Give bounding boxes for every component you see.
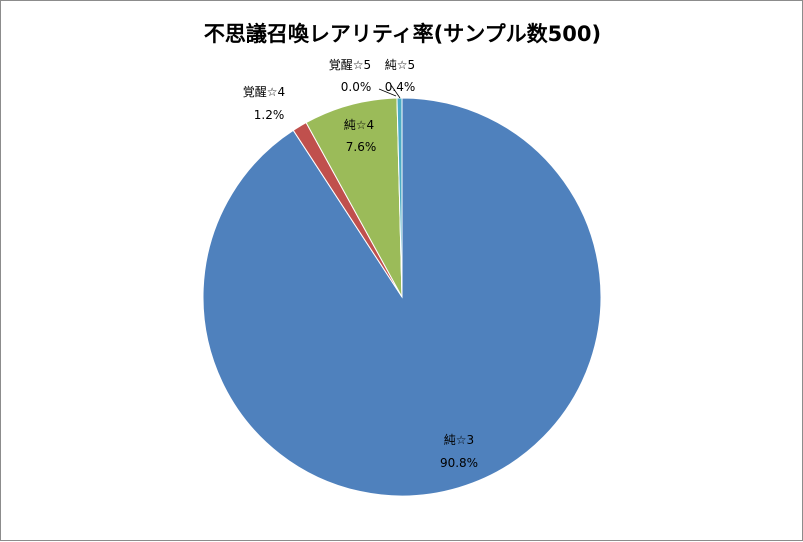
slice-category-label: 覚醒☆5	[329, 58, 371, 72]
slice-category-label: 覚醒☆4	[243, 85, 285, 99]
pie-slice	[396, 97, 403, 298]
pie-slice	[202, 97, 602, 497]
chart-title: 不思議召喚レアリティ率(サンプル数500)	[203, 22, 602, 46]
pie-slice	[305, 97, 403, 298]
slice-category-label: 純☆3	[444, 433, 474, 447]
slice-category-label: 純☆5	[385, 58, 415, 72]
slice-percent-label: 0.0%	[341, 80, 372, 94]
leader-line	[390, 84, 401, 99]
slice-percent-label: 1.2%	[254, 108, 285, 122]
slice-percent-label: 90.8%	[440, 456, 478, 470]
leader-line	[378, 88, 397, 97]
slice-percent-label: 7.6%	[346, 140, 377, 154]
slice-percent-label: 0.4%	[385, 80, 416, 94]
slice-category-label: 純☆4	[344, 118, 374, 132]
